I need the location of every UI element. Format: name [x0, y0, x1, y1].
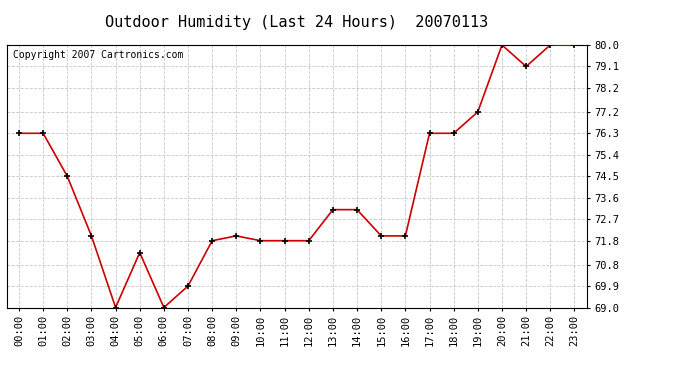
Text: Outdoor Humidity (Last 24 Hours)  20070113: Outdoor Humidity (Last 24 Hours) 2007011…	[105, 15, 489, 30]
Text: Copyright 2007 Cartronics.com: Copyright 2007 Cartronics.com	[12, 50, 183, 60]
